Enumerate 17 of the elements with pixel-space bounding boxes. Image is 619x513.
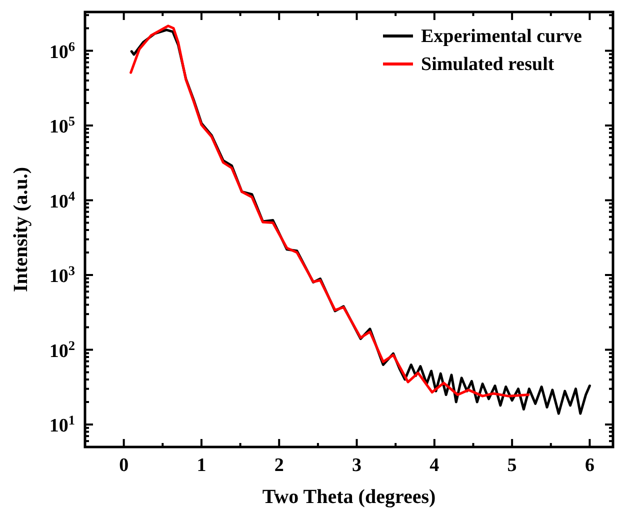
x-tick-label: 2	[274, 455, 284, 476]
x-tick-label: 3	[352, 455, 362, 476]
y-tick-label: 10$^{1}$	[49, 412, 75, 436]
x-tick-label: 1	[196, 455, 206, 476]
x-tick-label: 5	[507, 455, 517, 476]
x-axis-title: Two Theta (degrees)	[262, 486, 436, 508]
x-tick-label: 6	[584, 455, 594, 476]
y-tick-label: 10$^{3}$	[49, 262, 76, 287]
x-tick-label: 0	[119, 455, 129, 476]
legend-label: Simulated result	[421, 54, 555, 75]
y-tick-label: 10$^{5}$	[49, 113, 76, 138]
legend-label: Experimental curve	[421, 26, 582, 47]
y-axis-title: Intensity (a.u.)	[10, 166, 32, 292]
y-tick-label: 10$^{4}$	[49, 188, 76, 212]
y-tick-label: 10$^{6}$	[49, 38, 76, 63]
x-tick-label: 4	[430, 455, 440, 476]
y-tick-label: 10$^{2}$	[49, 337, 76, 362]
